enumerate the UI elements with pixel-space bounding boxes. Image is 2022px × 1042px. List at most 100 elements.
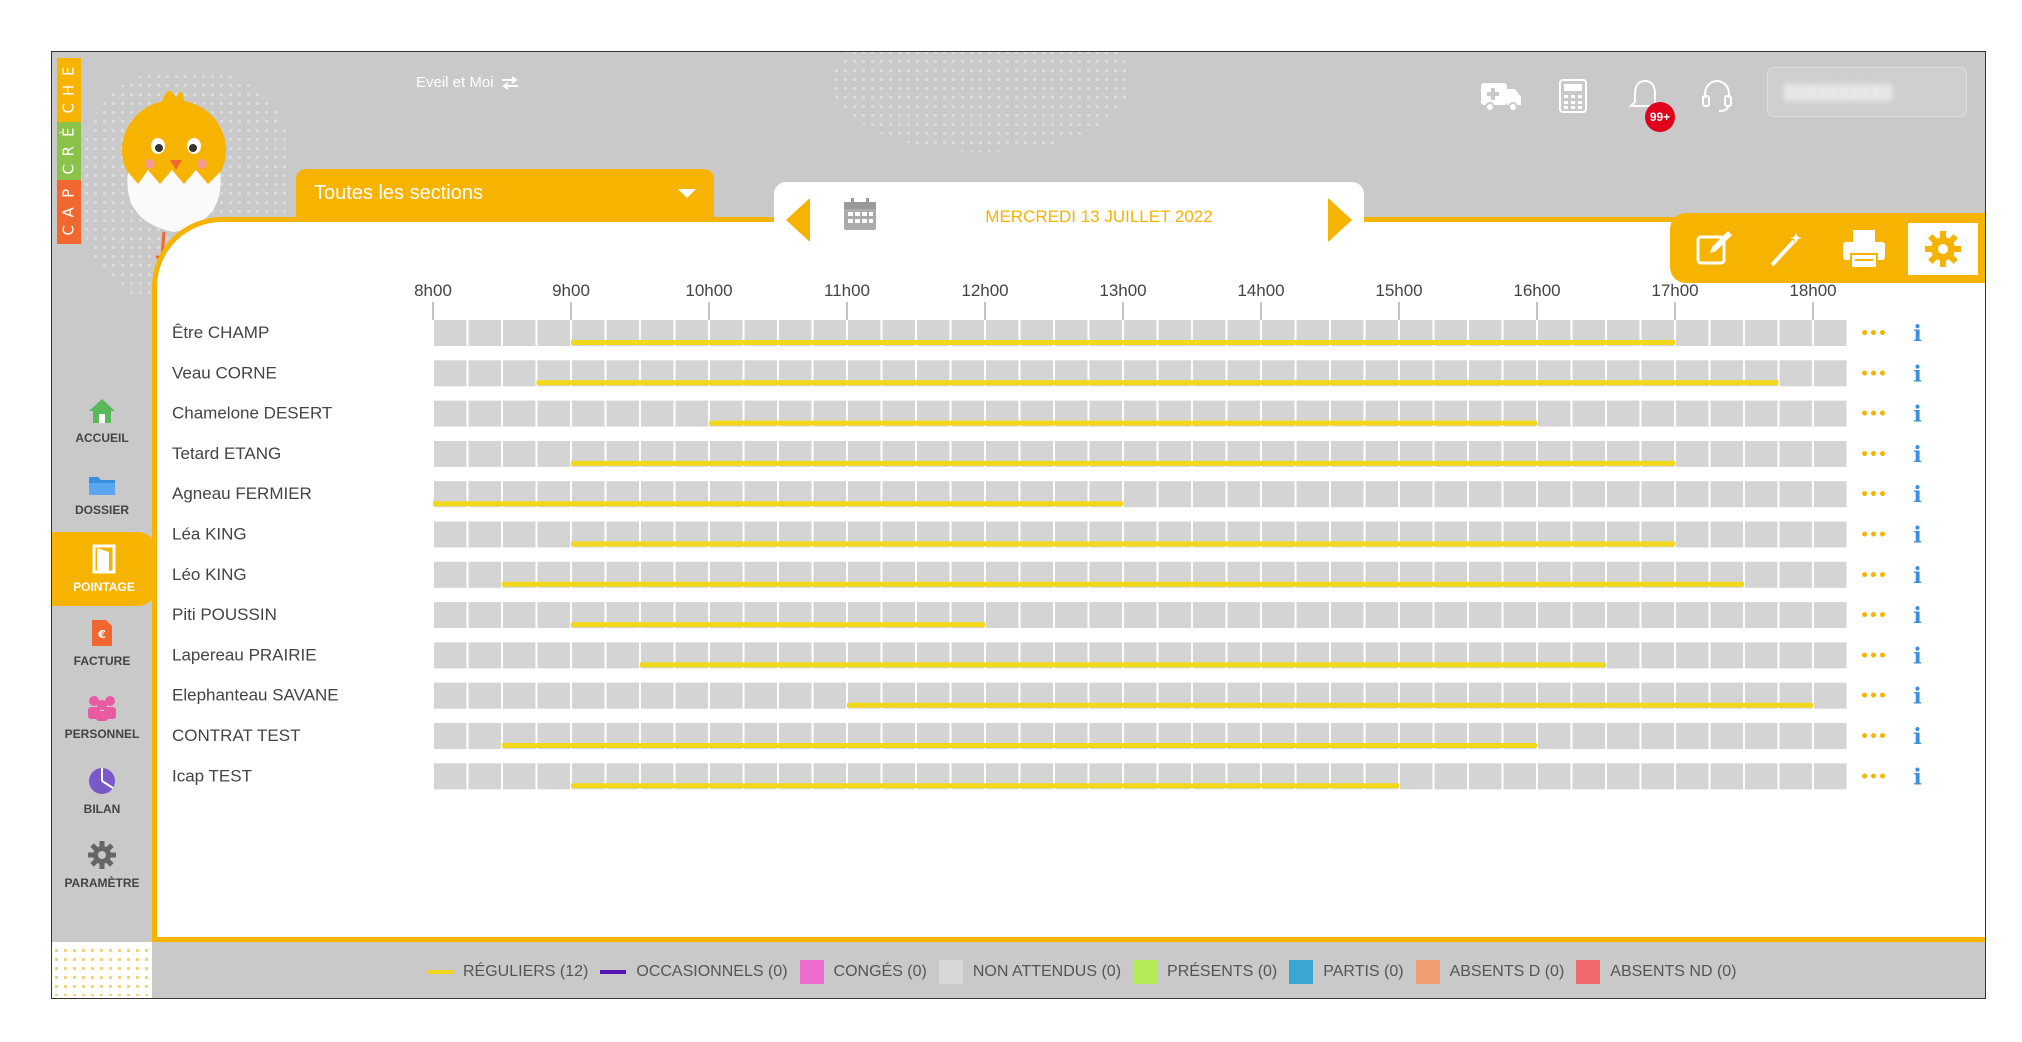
time-slot bbox=[1641, 602, 1674, 629]
row-more-button[interactable]: ••• bbox=[1860, 568, 1887, 584]
row-more-button[interactable]: ••• bbox=[1860, 447, 1887, 463]
time-slot bbox=[1676, 521, 1709, 548]
nav-label: FACTURE bbox=[73, 654, 131, 668]
time-slot bbox=[1538, 763, 1571, 790]
nav-item-parametre[interactable]: PARAMÈTRE bbox=[52, 828, 152, 902]
calculator-icon[interactable] bbox=[1551, 74, 1595, 118]
nav-item-dossier[interactable]: DOSSIER bbox=[52, 458, 152, 532]
time-slot bbox=[1814, 481, 1847, 508]
time-slot bbox=[986, 602, 1019, 629]
row-info-icon[interactable]: i bbox=[1913, 402, 1921, 428]
row-more-button[interactable]: ••• bbox=[1860, 689, 1887, 705]
row-info-icon[interactable]: i bbox=[1913, 361, 1921, 387]
next-day-arrow-icon[interactable] bbox=[1328, 198, 1352, 242]
time-slot bbox=[1676, 481, 1709, 508]
previous-day-arrow-icon[interactable] bbox=[786, 198, 810, 242]
time-slot bbox=[1779, 400, 1812, 427]
folder-icon bbox=[89, 477, 115, 495]
time-slot bbox=[468, 360, 501, 387]
legend: RÉGULIERS (12) OCCASIONNELS (0) CONGÉS (0)… bbox=[427, 952, 1737, 992]
decor-dots-top bbox=[832, 52, 1132, 152]
legend-swatch bbox=[600, 970, 627, 974]
row-info-icon[interactable]: i bbox=[1913, 563, 1921, 589]
row-info-icon[interactable]: i bbox=[1913, 724, 1921, 750]
app-name-label: Eveil et Moi bbox=[416, 74, 494, 91]
time-slot bbox=[468, 642, 501, 669]
time-slot bbox=[503, 400, 536, 427]
row-more-button[interactable]: ••• bbox=[1860, 729, 1887, 745]
row-info-icon[interactable]: i bbox=[1913, 764, 1921, 790]
row-more-button[interactable]: ••• bbox=[1860, 366, 1887, 382]
row-more-button[interactable]: ••• bbox=[1860, 528, 1887, 544]
row-more-button[interactable]: ••• bbox=[1860, 769, 1887, 785]
ambulance-icon[interactable] bbox=[1479, 74, 1523, 118]
row-more-button[interactable]: ••• bbox=[1860, 326, 1887, 342]
settings-icon bbox=[1925, 231, 1961, 267]
row-info-icon[interactable]: i bbox=[1913, 523, 1921, 549]
time-slot bbox=[572, 642, 605, 669]
app-switcher[interactable]: Eveil et Moi bbox=[416, 74, 520, 91]
edit-icon bbox=[1696, 231, 1732, 265]
time-slot bbox=[434, 400, 467, 427]
bell-icon[interactable]: 99+ bbox=[1623, 74, 1675, 132]
attendance-chart: 8h00 9h00 10h00 11h00 12h00 13h00 14h00 15h00 16… bbox=[172, 281, 1922, 790]
time-slot bbox=[1814, 521, 1847, 548]
hour-tick-label: 11h00 bbox=[824, 281, 870, 300]
time-slot bbox=[1814, 561, 1847, 588]
time-slot bbox=[434, 723, 467, 749]
time-slot bbox=[468, 682, 501, 709]
row-info-icon[interactable]: i bbox=[1913, 603, 1921, 629]
schedule-bar bbox=[433, 501, 1123, 507]
section-dropdown[interactable]: Toutes les sections bbox=[296, 169, 714, 217]
time-slot bbox=[1779, 320, 1812, 346]
time-slot bbox=[468, 723, 501, 749]
time-slot bbox=[1710, 440, 1743, 467]
row-more-button[interactable]: ••• bbox=[1860, 407, 1887, 423]
row-more-button[interactable]: ••• bbox=[1860, 487, 1887, 503]
legend-item: RÉGULIERS (12) bbox=[427, 963, 588, 981]
row-info-icon[interactable]: i bbox=[1913, 684, 1921, 710]
time-slot bbox=[468, 521, 501, 548]
nav-item-pointage[interactable]: POINTAGE bbox=[52, 532, 156, 606]
time-slot bbox=[606, 682, 639, 709]
print-button[interactable] bbox=[1830, 223, 1898, 275]
time-slot bbox=[1262, 481, 1295, 508]
row-info-icon[interactable]: i bbox=[1913, 643, 1921, 669]
calendar-icon[interactable] bbox=[842, 196, 878, 232]
time-slot bbox=[1676, 400, 1709, 427]
time-slot bbox=[537, 320, 570, 346]
time-slot bbox=[1814, 320, 1847, 346]
time-slot bbox=[468, 320, 501, 346]
decor-bottom bbox=[52, 942, 152, 998]
brand-logo: E H C È R C P A C bbox=[57, 58, 81, 282]
schedule-bar bbox=[571, 340, 1675, 345]
time-slot bbox=[434, 602, 467, 629]
row-info-icon[interactable]: i bbox=[1913, 482, 1921, 508]
door-icon bbox=[92, 544, 116, 574]
row-more-button[interactable]: ••• bbox=[1860, 608, 1887, 624]
row-more-button[interactable]: ••• bbox=[1860, 648, 1887, 664]
time-slot bbox=[1400, 481, 1433, 508]
time-slot bbox=[1745, 481, 1778, 508]
time-slot bbox=[1607, 602, 1640, 629]
svg-text:€: € bbox=[97, 628, 106, 641]
magic-wand-button[interactable] bbox=[1752, 223, 1820, 275]
nav-item-personnel[interactable]: PERSONNEL bbox=[52, 680, 152, 754]
left-navigation: ACCUEIL DOSSIER POINTAGE € FACTURE PERSO… bbox=[52, 384, 156, 902]
user-menu[interactable]: ██████████ bbox=[1767, 67, 1967, 117]
time-slot bbox=[1779, 360, 1812, 387]
time-slot bbox=[434, 682, 467, 709]
time-slot bbox=[641, 400, 674, 427]
pie-chart-icon bbox=[89, 768, 115, 794]
row-info-icon[interactable]: i bbox=[1913, 321, 1921, 347]
nav-label: BILAN bbox=[83, 802, 121, 816]
settings-button[interactable] bbox=[1908, 223, 1978, 275]
row-info-icon[interactable]: i bbox=[1913, 442, 1921, 468]
headset-icon[interactable] bbox=[1695, 74, 1739, 118]
nav-item-accueil[interactable]: ACCUEIL bbox=[52, 384, 152, 458]
nav-item-bilan[interactable]: BILAN bbox=[52, 754, 152, 828]
time-slot bbox=[1331, 602, 1364, 629]
hour-tick-label: 16h00 bbox=[1513, 281, 1560, 300]
edit-button[interactable] bbox=[1680, 223, 1748, 275]
nav-item-facture[interactable]: € FACTURE bbox=[52, 606, 152, 680]
